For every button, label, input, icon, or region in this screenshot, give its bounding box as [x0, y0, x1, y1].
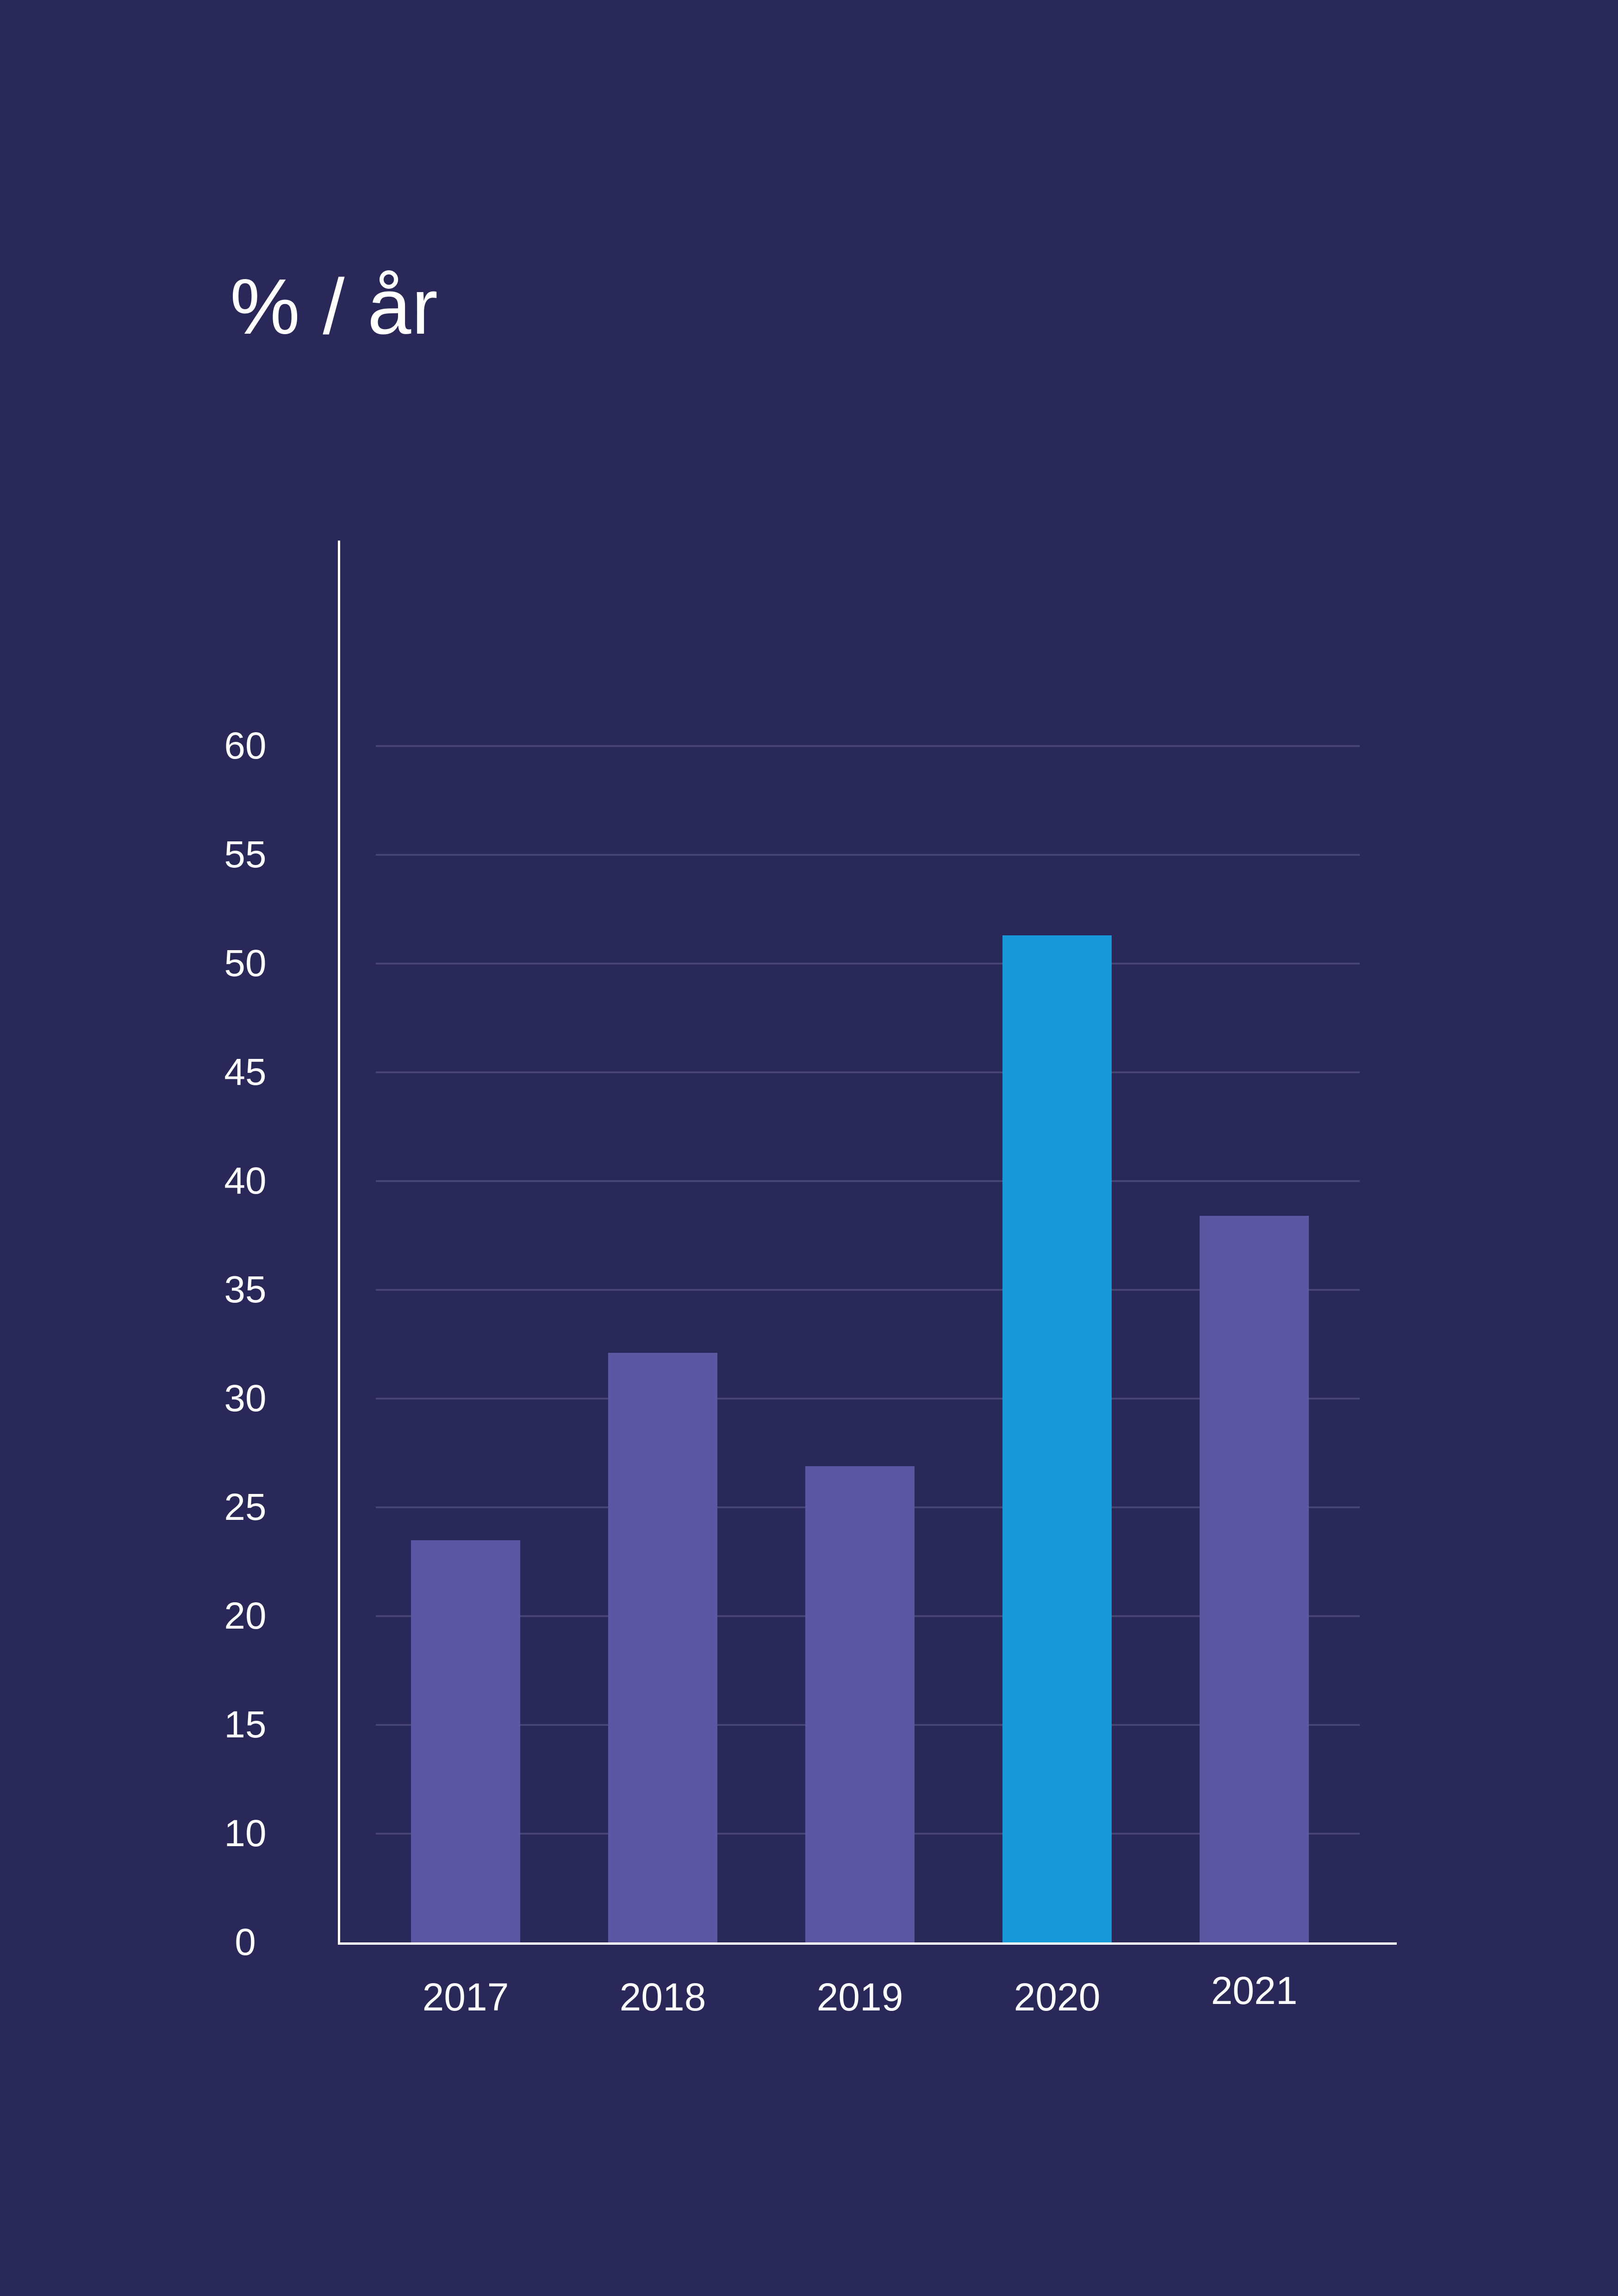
- x-axis-line: [338, 1942, 1397, 1945]
- bar-2017: [411, 1540, 520, 1942]
- x-axis-category-label-2021: 2021: [1211, 1969, 1298, 2012]
- y-axis-tick-label: 45: [224, 1051, 267, 1093]
- y-axis-tick-label: 10: [224, 1812, 267, 1854]
- bar-2018: [608, 1353, 717, 1942]
- bar-2019: [805, 1466, 915, 1942]
- y-axis-tick-label: 40: [224, 1160, 267, 1202]
- gridline-40: [376, 1180, 1360, 1182]
- gridline-50: [376, 963, 1360, 964]
- y-axis-tick-label: 15: [224, 1704, 267, 1746]
- x-axis-category-label-2018: 2018: [619, 1975, 706, 2019]
- bar-2021: [1200, 1216, 1309, 1942]
- y-axis-tick-label: 20: [224, 1595, 267, 1637]
- gridline-35: [376, 1289, 1360, 1291]
- y-axis-tick-label: 0: [235, 1921, 256, 1963]
- y-axis-tick-label: 25: [224, 1486, 267, 1528]
- chart-title: % / år: [230, 263, 439, 351]
- gridline-60: [376, 745, 1360, 747]
- gridline-30: [376, 1398, 1360, 1400]
- y-axis-tick-label: 30: [224, 1377, 267, 1419]
- x-axis-category-label-2020: 2020: [1014, 1975, 1101, 2019]
- gridline-55: [376, 854, 1360, 856]
- y-axis-line: [338, 541, 340, 1945]
- y-axis-tick-label: 55: [224, 834, 267, 876]
- bar-2020: [1002, 935, 1112, 1942]
- y-axis-tick-label: 35: [224, 1269, 267, 1311]
- x-axis-category-label-2017: 2017: [422, 1975, 509, 2019]
- gridline-45: [376, 1071, 1360, 1073]
- y-axis-tick-label: 60: [224, 725, 267, 767]
- x-axis-category-label-2019: 2019: [816, 1975, 903, 2019]
- y-axis-tick-label: 50: [224, 942, 267, 984]
